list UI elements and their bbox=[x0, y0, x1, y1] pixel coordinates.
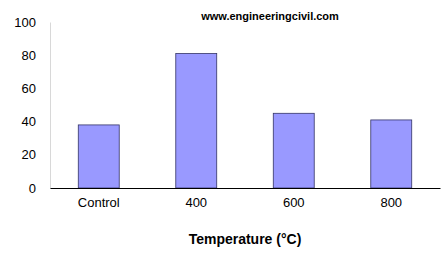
y-tick-label: 80 bbox=[22, 48, 36, 63]
x-tick: Control bbox=[78, 188, 120, 210]
y-tick: 80 bbox=[22, 48, 50, 63]
x-tick-label: Control bbox=[78, 195, 120, 210]
y-tick-label: 20 bbox=[22, 147, 36, 162]
x-tick: 400 bbox=[185, 188, 207, 210]
y-tick-label: 0 bbox=[29, 181, 36, 196]
y-tick: 20 bbox=[22, 147, 50, 162]
y-tick-label: 40 bbox=[22, 114, 36, 129]
bar bbox=[78, 125, 119, 188]
plot: 0 20 40 60 80 100 Control 400 600 800 bbox=[14, 15, 440, 211]
bar bbox=[371, 120, 412, 188]
y-tick-label: 100 bbox=[14, 15, 36, 30]
bars bbox=[78, 54, 411, 188]
x-axis-line bbox=[51, 188, 441, 189]
y-axis: 0 20 40 60 80 100 bbox=[14, 15, 50, 196]
y-tick: 100 bbox=[14, 15, 50, 30]
y-tick: 40 bbox=[22, 114, 50, 129]
y-tick-label: 60 bbox=[22, 81, 36, 96]
chart: 0 20 40 60 80 100 Control 400 600 800 Temperature … bbox=[0, 0, 445, 258]
x-tick: 600 bbox=[283, 188, 305, 210]
y-tick: 0 bbox=[29, 181, 50, 196]
x-axis: Control 400 600 800 bbox=[51, 188, 441, 210]
x-tick-label: 400 bbox=[185, 195, 207, 210]
y-tick: 60 bbox=[22, 81, 50, 96]
x-axis-title: Temperature (°C) bbox=[189, 231, 302, 247]
bar bbox=[273, 113, 314, 188]
x-tick-label: 600 bbox=[283, 195, 305, 210]
x-tick: 800 bbox=[380, 188, 402, 210]
x-tick-label: 800 bbox=[380, 195, 402, 210]
bar bbox=[176, 54, 217, 188]
annotation: www.engineeringcivil.com bbox=[200, 10, 339, 22]
y-axis-line bbox=[50, 23, 51, 189]
